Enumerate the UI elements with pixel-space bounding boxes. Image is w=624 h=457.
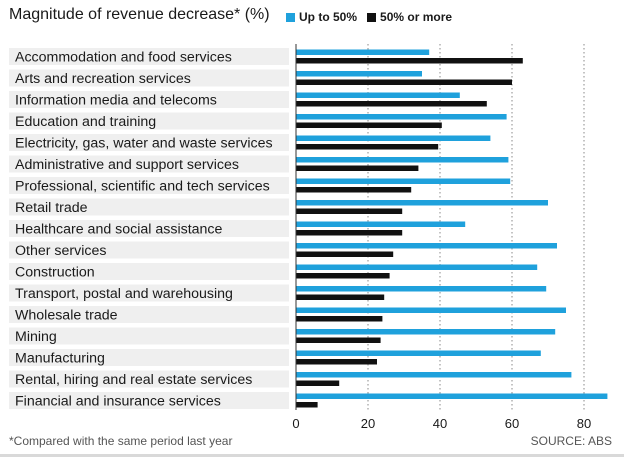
bar-50-or-more	[296, 187, 412, 193]
bar-up-to-50	[296, 92, 460, 98]
bar-up-to-50	[296, 71, 422, 77]
bar-up-to-50	[296, 372, 572, 378]
category-label: Manufacturing	[15, 351, 105, 367]
category-band	[9, 392, 289, 409]
category-band	[9, 112, 289, 130]
bar-50-or-more	[296, 79, 512, 85]
category-label: Rental, hiring and real estate services	[15, 372, 252, 388]
category-label: Retail trade	[15, 200, 88, 216]
bar-up-to-50	[296, 157, 509, 163]
chart-title: Magnitude of revenue decrease* (%)	[9, 6, 270, 23]
x-tick-label: 40	[433, 416, 447, 431]
category-band	[9, 349, 289, 366]
category-band	[9, 263, 289, 280]
category-label: Education and training	[15, 114, 156, 130]
bar-50-or-more	[296, 144, 439, 150]
bar-50-or-more	[296, 58, 523, 64]
category-band	[9, 177, 289, 194]
bar-up-to-50	[296, 393, 608, 399]
bar-up-to-50	[296, 221, 466, 227]
bottom-border	[0, 454, 624, 457]
bar-up-to-50	[296, 243, 557, 249]
bar-up-to-50	[296, 49, 430, 55]
bar-up-to-50	[296, 114, 507, 120]
bar-50-or-more	[296, 273, 390, 279]
category-band	[9, 327, 289, 345]
category-band	[9, 69, 289, 87]
legend-swatch-up-to-50	[286, 12, 295, 22]
x-tick-label: 80	[577, 416, 591, 431]
category-band	[9, 306, 289, 323]
bar-up-to-50	[296, 264, 538, 270]
category-band	[9, 241, 289, 259]
legend-label-50-or-more: 50% or more	[380, 10, 453, 24]
bar-50-or-more	[296, 251, 394, 257]
bar-50-or-more	[296, 316, 383, 322]
category-band	[9, 198, 289, 216]
category-band	[9, 370, 289, 388]
category-band	[9, 220, 289, 237]
category-label: Wholesale trade	[15, 308, 118, 324]
bar-up-to-50	[296, 178, 511, 184]
category-label: Accommodation and food services	[15, 50, 232, 66]
category-label: Administrative and support services	[15, 157, 239, 173]
category-label: Professional, scientific and tech servic…	[15, 179, 270, 195]
legend-label-up-to-50: Up to 50%	[299, 10, 358, 24]
footnote: *Compared with the same period last year	[9, 434, 233, 448]
legend-swatch-50-or-more	[367, 12, 377, 22]
bar-50-or-more	[296, 294, 385, 300]
category-label: Financial and insurance services	[15, 394, 221, 410]
bar-up-to-50	[296, 307, 566, 313]
category-label: Other services	[15, 243, 106, 259]
category-band	[9, 48, 289, 65]
category-band	[9, 155, 289, 173]
category-label: Construction	[15, 265, 95, 281]
category-label: Arts and recreation services	[15, 71, 191, 87]
bar-up-to-50	[296, 135, 491, 141]
bar-up-to-50	[296, 329, 556, 335]
category-band	[9, 91, 289, 108]
legend-item-50-or-more: 50% or more	[367, 10, 452, 24]
bar-50-or-more	[296, 101, 487, 107]
bar-50-or-more	[296, 208, 403, 214]
category-band	[9, 284, 289, 302]
category-label: Information media and telecoms	[15, 93, 217, 109]
category-label: Electricity, gas, water and waste servic…	[15, 136, 273, 152]
category-band	[9, 134, 289, 151]
x-tick-label: 20	[361, 416, 375, 431]
bar-50-or-more	[296, 165, 419, 171]
bar-50-or-more	[296, 402, 318, 408]
bar-up-to-50	[296, 200, 548, 206]
bar-50-or-more	[296, 359, 377, 365]
legend: Up to 50% 50% or more	[286, 10, 462, 24]
bar-50-or-more	[296, 230, 403, 236]
bar-up-to-50	[296, 286, 547, 292]
bar-50-or-more	[296, 337, 381, 343]
source-credit: SOURCE: ABS	[530, 434, 612, 448]
bar-50-or-more	[296, 122, 442, 128]
category-label: Mining	[15, 329, 57, 345]
category-label: Transport, postal and warehousing	[15, 286, 233, 302]
category-label: Healthcare and social assistance	[15, 222, 223, 238]
bar-up-to-50	[296, 350, 541, 356]
legend-item-up-to-50: Up to 50%	[286, 10, 357, 24]
bar-50-or-more	[296, 380, 340, 386]
x-tick-label: 60	[505, 416, 519, 431]
x-tick-label: 0	[292, 416, 299, 431]
